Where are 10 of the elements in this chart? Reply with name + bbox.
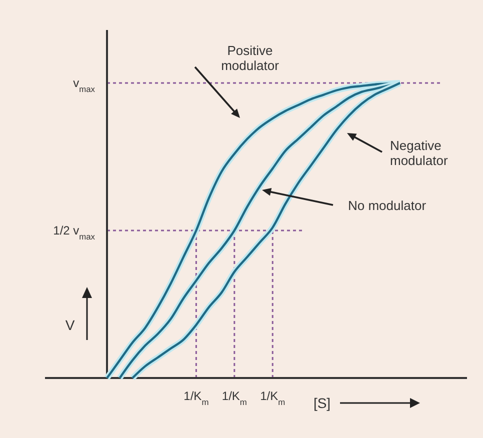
x-tick-label: 1/K$_{m}$ (222, 389, 247, 407)
ref-line-label: 1/2 v$_{max}$ (53, 224, 96, 242)
y-axis-title: V (65, 317, 76, 333)
x-axis-title: [S] (313, 395, 331, 411)
x-tick-label: 1/K$_{m}$ (184, 389, 209, 407)
ref-line-label: v$_{max}$ (73, 76, 96, 94)
text: Positive modulator (221, 43, 280, 73)
annotation: Negative modulator (390, 138, 448, 168)
annotation: No modulator (348, 198, 427, 213)
x-tick-label: 1/K$_{m}$ (260, 389, 286, 407)
